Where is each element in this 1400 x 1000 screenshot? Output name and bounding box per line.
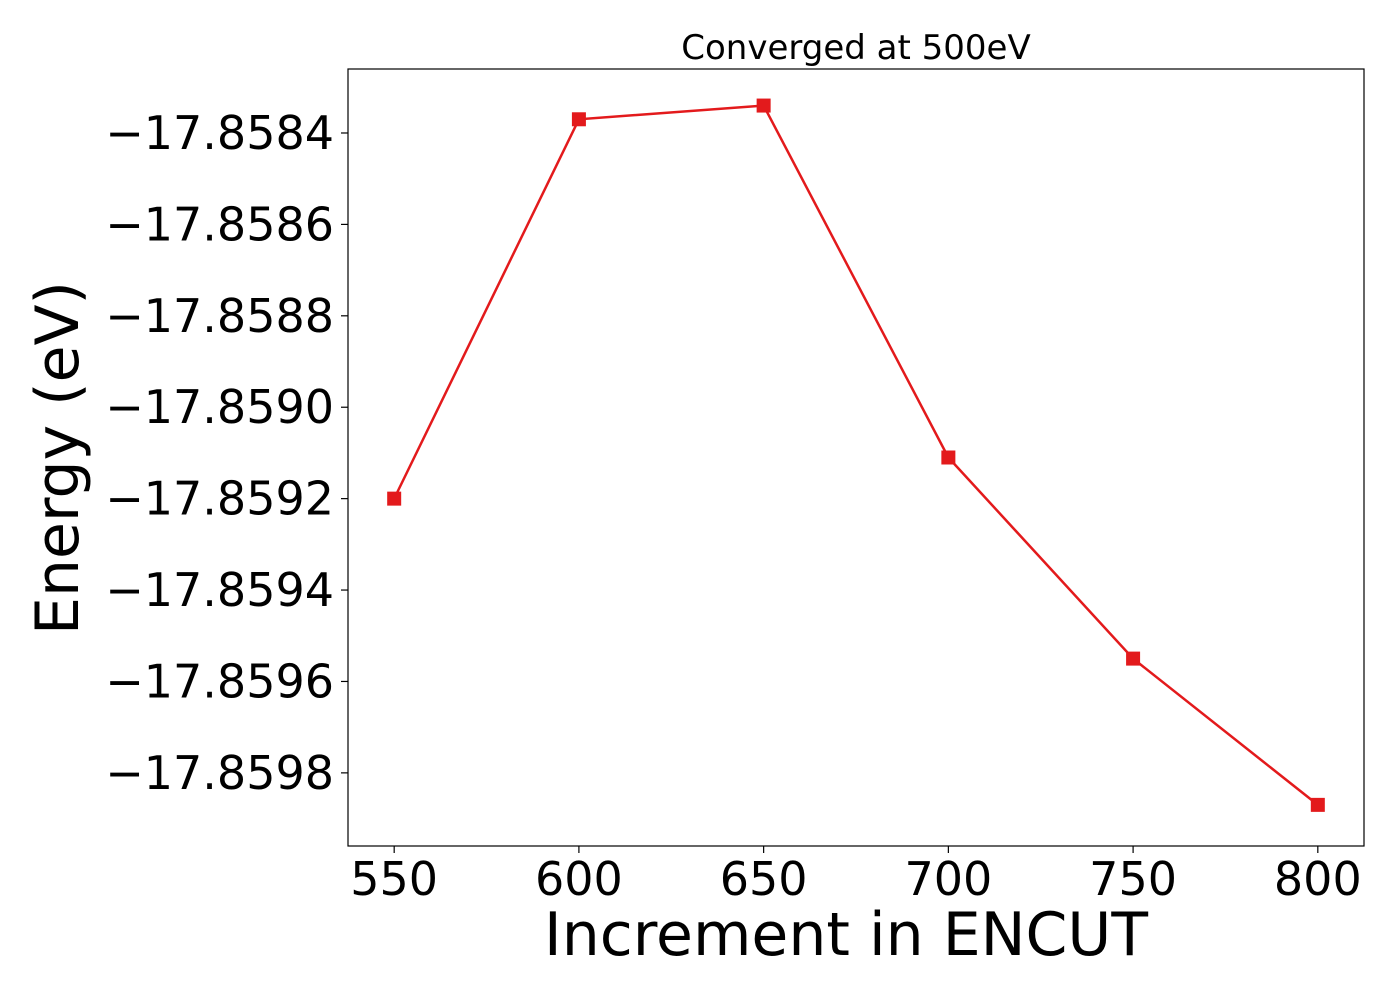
x-tick-label: 550: [350, 852, 438, 906]
series-line: [393, 104, 1319, 806]
x-tick-label: 700: [904, 852, 992, 906]
x-tick-label: 600: [535, 852, 623, 906]
y-tick-label: −17.8588: [105, 289, 334, 343]
y-axis-label: Energy (eV): [23, 281, 93, 635]
y-tick-label: −17.8596: [105, 654, 334, 708]
y-tick-label: −17.8598: [105, 746, 334, 800]
data-point-marker: [756, 98, 771, 113]
plot-area: [347, 68, 1365, 847]
y-tick-label: −17.8584: [105, 106, 334, 160]
y-tick-label: −17.8594: [105, 563, 334, 617]
data-point-marker: [1310, 797, 1325, 812]
series-layer: [387, 98, 1325, 812]
data-point-marker: [941, 450, 956, 465]
x-tick-label: 650: [720, 852, 808, 906]
y-axis-ticks: −17.8584 −17.8586 −17.8588 −17.8590 −17.8592…: [105, 106, 348, 800]
data-point-marker: [1126, 651, 1141, 666]
data-point-marker: [387, 491, 402, 506]
y-tick-label: −17.8592: [105, 472, 334, 526]
x-tick-label: 750: [1089, 852, 1177, 906]
y-tick-label: −17.8590: [105, 380, 334, 434]
x-axis-ticks: 550 600 650 700 750 800: [350, 846, 1362, 906]
y-tick-label: −17.8586: [105, 197, 334, 251]
chart-title: Converged at 500eV: [681, 28, 1030, 68]
x-axis-label: Increment in ENCUT: [544, 900, 1148, 970]
x-tick-label: 800: [1274, 852, 1362, 906]
data-point-marker: [571, 112, 586, 127]
